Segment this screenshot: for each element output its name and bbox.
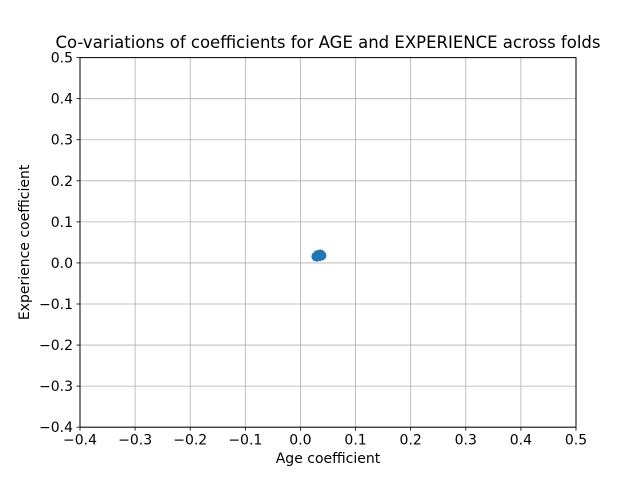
x-tick-label: −0.1 bbox=[228, 433, 262, 449]
x-tick-label: 0.5 bbox=[565, 433, 587, 449]
grid-layer bbox=[79, 57, 577, 428]
y-axis-label: Experience coefficient bbox=[17, 164, 33, 320]
x-tick-label: −0.2 bbox=[173, 433, 207, 449]
x-tick-label: −0.3 bbox=[118, 433, 152, 449]
x-tick-label: 0.3 bbox=[455, 433, 477, 449]
chart-title: Co-variations of coefficients for AGE an… bbox=[56, 33, 601, 52]
y-tick-label: 0.3 bbox=[51, 133, 73, 149]
plot-border bbox=[79, 57, 577, 428]
y-tick-label: 0.2 bbox=[51, 174, 73, 190]
x-tick-label: −0.4 bbox=[63, 433, 97, 449]
x-axis-label: Age coefficient bbox=[276, 451, 381, 467]
y-tick-label: −0.1 bbox=[39, 297, 73, 313]
y-tick-label: −0.2 bbox=[39, 338, 73, 354]
y-tick-label: 0.0 bbox=[51, 256, 73, 272]
x-tick-label: 0.2 bbox=[400, 433, 422, 449]
y-tick-label: 0.4 bbox=[51, 92, 73, 108]
y-tick-label: 0.1 bbox=[51, 215, 73, 231]
y-tick-label: 0.5 bbox=[51, 51, 73, 67]
scatter-point bbox=[316, 250, 327, 261]
y-tick-label: −0.3 bbox=[39, 379, 73, 395]
y-tick-label: −0.4 bbox=[39, 420, 73, 436]
scatter-points-layer bbox=[311, 249, 327, 262]
x-tick-label: 0.4 bbox=[510, 433, 532, 449]
x-tick-label: 0.0 bbox=[289, 433, 311, 449]
x-tick-label: 0.1 bbox=[344, 433, 366, 449]
tick-layer: −0.4 −0.3 −0.2 −0.1 0.0 0.1 0.2 0.3 0.4 0.5 −0.4 −0… bbox=[39, 51, 587, 449]
